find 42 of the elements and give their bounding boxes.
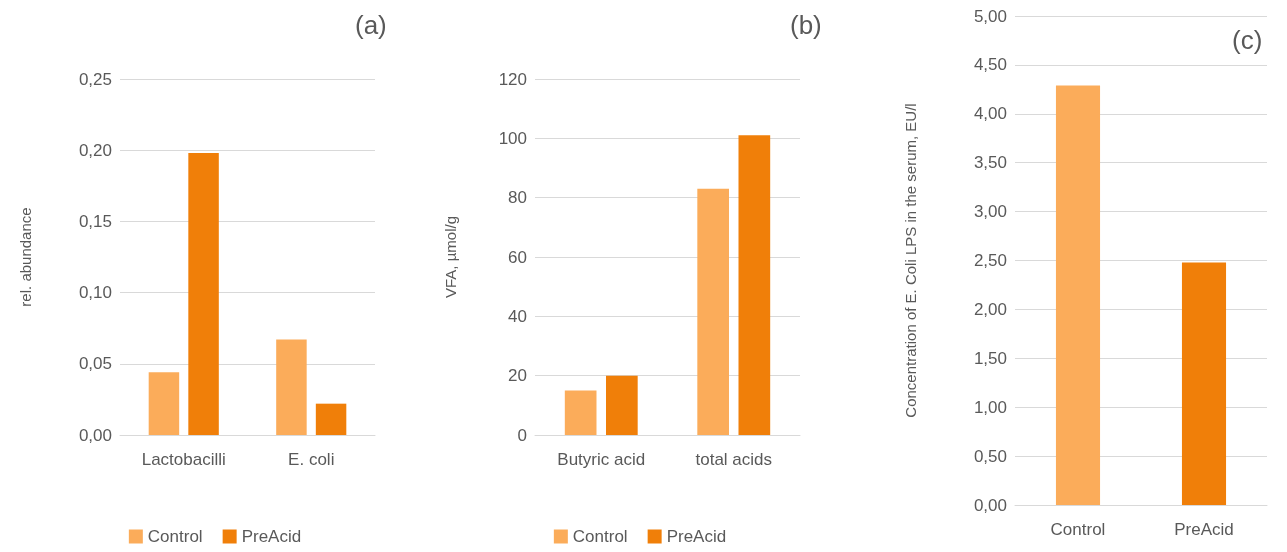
y-tick-label: 0,05 [78, 354, 112, 374]
x-tick-label: Lactobacilli [141, 450, 226, 469]
text: (a) [355, 10, 387, 40]
y-tick-label: 80 [508, 188, 527, 208]
bar [738, 135, 771, 435]
bar [697, 188, 729, 435]
y-tick-label: 0 [517, 425, 527, 445]
bar [148, 372, 180, 435]
y-tick-label: 1,00 [973, 397, 1007, 417]
y-tick-label: 120 [498, 69, 527, 89]
y-tick-label: 3,50 [973, 153, 1007, 173]
y-tick-label: 4,50 [973, 55, 1007, 75]
bar [606, 375, 638, 435]
y-tick-label: 0,00 [973, 495, 1007, 515]
x-tick-label: Butyric acid [557, 450, 646, 469]
y-axis-title: rel. abundance [16, 207, 34, 307]
y-tick-label: 1,50 [973, 348, 1007, 368]
y-tick-label: 40 [508, 306, 527, 326]
y-tick-label: 0,00 [78, 425, 112, 445]
y-tick-label: 0,50 [973, 446, 1007, 466]
bar [188, 153, 219, 435]
bar [276, 339, 307, 435]
y-tick-label: 2,50 [973, 251, 1007, 270]
text: (b) [790, 10, 822, 40]
annotation: (c) [1232, 25, 1263, 55]
y-tick-label: 0,25 [78, 69, 112, 89]
y-tick-label: 5,00 [973, 6, 1007, 26]
y-tick-label: 20 [508, 366, 527, 386]
bar [315, 403, 347, 435]
x-tick-label: E. coli [288, 450, 335, 469]
y-tick-label: 2,00 [973, 299, 1007, 319]
y-tick-label: 4,00 [973, 104, 1007, 124]
y-tick-label: 0,20 [78, 140, 112, 160]
y-tick-label: 3,00 [973, 202, 1007, 222]
y-tick-label: 100 [498, 128, 527, 148]
y-tick-label: 60 [508, 247, 527, 267]
y-tick-label: 0,10 [78, 283, 112, 303]
x-tick-label: total acids [695, 450, 773, 469]
y-axis-title: Concentration of E. Coli LPS in the serum, EU/l [901, 103, 919, 418]
y-axis-title: VFA, µmol/g [441, 215, 459, 299]
y-tick-label: 0,15 [78, 211, 112, 231]
bar [564, 390, 597, 435]
